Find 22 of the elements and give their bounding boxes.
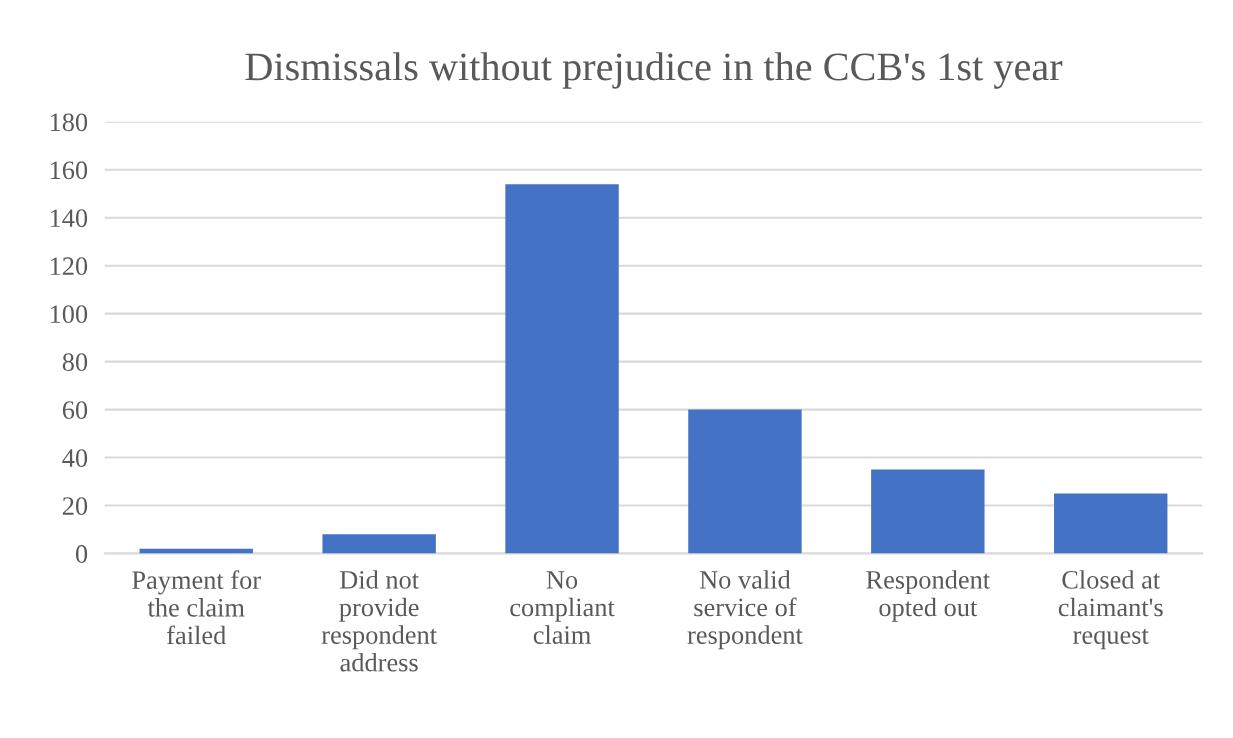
y-tick-label: 0 [75, 545, 88, 563]
x-tick-label: No valid service of respondent [687, 570, 803, 650]
y-tick-label: 80 [62, 353, 88, 372]
bar [1054, 493, 1168, 554]
y-tick-label: 120 [50, 257, 88, 276]
bar [505, 184, 619, 554]
y-tick-label: 140 [50, 209, 88, 228]
y-tick-label: 20 [62, 497, 88, 515]
x-tick-label: No compliant claim [510, 571, 615, 644]
x-tick-label: Closed at claimant's request [1058, 570, 1163, 650]
bar [688, 409, 802, 554]
y-tick-label: 100 [50, 305, 88, 324]
chart-title: Dismissals without prejudice in the CCB's 1st year [245, 52, 1063, 89]
x-tick-label: Payment for the claim failed [132, 570, 261, 645]
x-tick-label: Respondent opted out [866, 570, 990, 622]
y-tick-label: 160 [50, 161, 88, 180]
y-tick-label: 40 [62, 449, 88, 467]
bar [871, 469, 985, 554]
bar [322, 534, 436, 554]
y-tick-label: 60 [62, 401, 88, 420]
x-tick-label: Did not provide respondent address [321, 570, 437, 672]
y-tick-label: 180 [50, 113, 88, 132]
